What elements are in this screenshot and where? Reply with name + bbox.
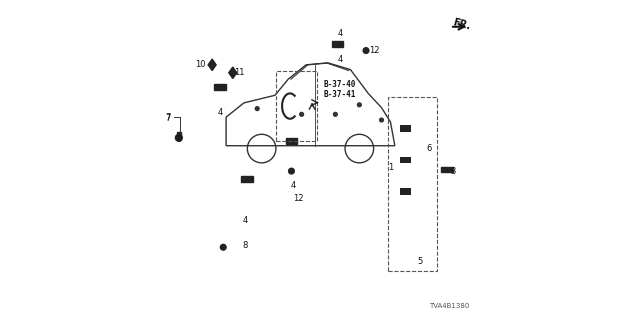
Bar xyxy=(388,97,437,271)
Text: 1: 1 xyxy=(388,164,393,172)
Text: 7: 7 xyxy=(166,114,171,123)
Text: 4: 4 xyxy=(218,108,223,117)
Circle shape xyxy=(255,107,259,110)
Text: 6: 6 xyxy=(426,144,431,153)
Text: FR.: FR. xyxy=(452,18,472,32)
Polygon shape xyxy=(241,176,253,182)
Polygon shape xyxy=(214,84,226,90)
Circle shape xyxy=(363,48,369,53)
Text: 12: 12 xyxy=(369,46,380,55)
Circle shape xyxy=(333,112,337,116)
Text: 4: 4 xyxy=(337,28,342,38)
Text: 8: 8 xyxy=(243,241,248,250)
Text: 7: 7 xyxy=(166,113,171,122)
Bar xyxy=(177,132,181,135)
Circle shape xyxy=(300,112,303,116)
Polygon shape xyxy=(332,41,343,47)
Bar xyxy=(276,71,317,141)
Text: 4: 4 xyxy=(243,215,248,225)
Bar xyxy=(400,156,412,164)
Bar xyxy=(400,125,412,132)
Circle shape xyxy=(289,168,294,174)
Text: 9: 9 xyxy=(177,135,182,144)
Text: B-37-40
B-37-41: B-37-40 B-37-41 xyxy=(323,80,356,100)
Text: 12: 12 xyxy=(293,194,303,203)
Text: 4: 4 xyxy=(291,180,296,190)
Text: 3: 3 xyxy=(450,167,456,176)
Text: TVA4B1380: TVA4B1380 xyxy=(429,303,469,309)
Polygon shape xyxy=(228,67,237,78)
Circle shape xyxy=(357,103,361,107)
Polygon shape xyxy=(208,59,216,70)
Text: 11: 11 xyxy=(234,68,245,77)
Text: 4: 4 xyxy=(337,55,342,64)
Circle shape xyxy=(175,134,182,141)
Circle shape xyxy=(380,118,383,122)
Bar xyxy=(400,188,412,195)
Text: 5: 5 xyxy=(417,257,422,266)
Circle shape xyxy=(220,244,226,250)
Text: 10: 10 xyxy=(195,60,206,69)
Polygon shape xyxy=(285,138,297,144)
Polygon shape xyxy=(441,167,452,172)
